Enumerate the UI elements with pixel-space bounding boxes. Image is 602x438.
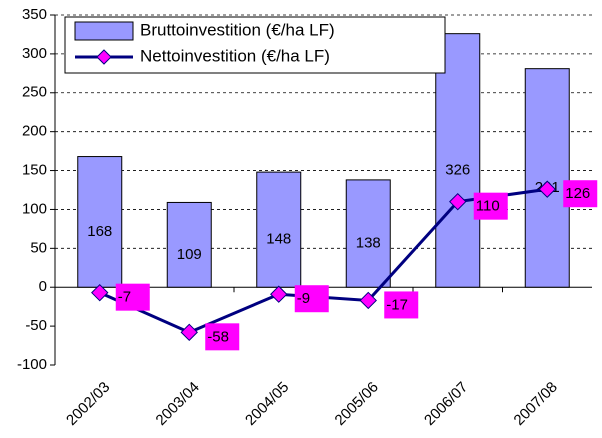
legend-label: Bruttoinvestition (€/ha LF) bbox=[140, 20, 335, 39]
x-tick-label: 2002/03 bbox=[63, 379, 113, 429]
y-tick-label: 150 bbox=[22, 162, 47, 179]
legend-label: Nettoinvestition (€/ha LF) bbox=[140, 46, 330, 65]
bar bbox=[345, 179, 391, 288]
x-tick-label: 2005/06 bbox=[332, 379, 382, 429]
bar-value-label: 148 bbox=[266, 231, 291, 248]
bar bbox=[256, 171, 302, 288]
x-tick-label: 2007/08 bbox=[511, 379, 561, 429]
line-value-label: -58 bbox=[207, 328, 229, 345]
line-label-box bbox=[384, 291, 419, 319]
x-tick-label: 2003/04 bbox=[153, 379, 203, 429]
y-tick-label: -100 bbox=[17, 356, 47, 373]
y-tick-label: 350 bbox=[22, 6, 47, 23]
y-tick-label: -50 bbox=[25, 317, 47, 334]
line-marker bbox=[91, 283, 109, 302]
legend-marker bbox=[96, 49, 112, 65]
y-tick-label: 100 bbox=[22, 200, 47, 217]
line-value-label: 126 bbox=[565, 185, 590, 202]
y-tick-label: 250 bbox=[22, 84, 47, 101]
bar bbox=[524, 68, 570, 288]
bar-value-label: 109 bbox=[177, 246, 202, 263]
bar bbox=[77, 156, 123, 288]
bar-value-label: 326 bbox=[445, 161, 470, 178]
x-tick-label: 2006/07 bbox=[421, 379, 471, 429]
line-value-label: -9 bbox=[297, 290, 310, 307]
y-tick-label: 50 bbox=[30, 239, 47, 256]
line-label-box bbox=[294, 285, 329, 313]
y-tick-label: 200 bbox=[22, 123, 47, 140]
line-marker bbox=[538, 180, 556, 198]
bar-value-label: 138 bbox=[356, 235, 381, 252]
bar bbox=[166, 201, 212, 288]
legend-swatch bbox=[74, 21, 134, 41]
line-label-box bbox=[473, 192, 508, 220]
line-value-label: 110 bbox=[476, 198, 500, 215]
line-label-box bbox=[115, 283, 150, 311]
line-marker bbox=[359, 291, 377, 310]
x-tick-label: 2004/05 bbox=[242, 379, 292, 429]
line-marker bbox=[449, 192, 467, 211]
line-value-label: -17 bbox=[386, 296, 408, 313]
y-tick-label: 300 bbox=[22, 45, 47, 62]
bar bbox=[435, 33, 481, 288]
bar-value-label: 168 bbox=[87, 223, 112, 240]
y-tick-label: 0 bbox=[39, 278, 47, 295]
line-marker bbox=[180, 323, 198, 342]
line-label-box bbox=[205, 323, 240, 351]
line-value-label: -7 bbox=[118, 289, 131, 306]
line-label-box bbox=[563, 180, 598, 208]
line-marker bbox=[270, 285, 288, 303]
